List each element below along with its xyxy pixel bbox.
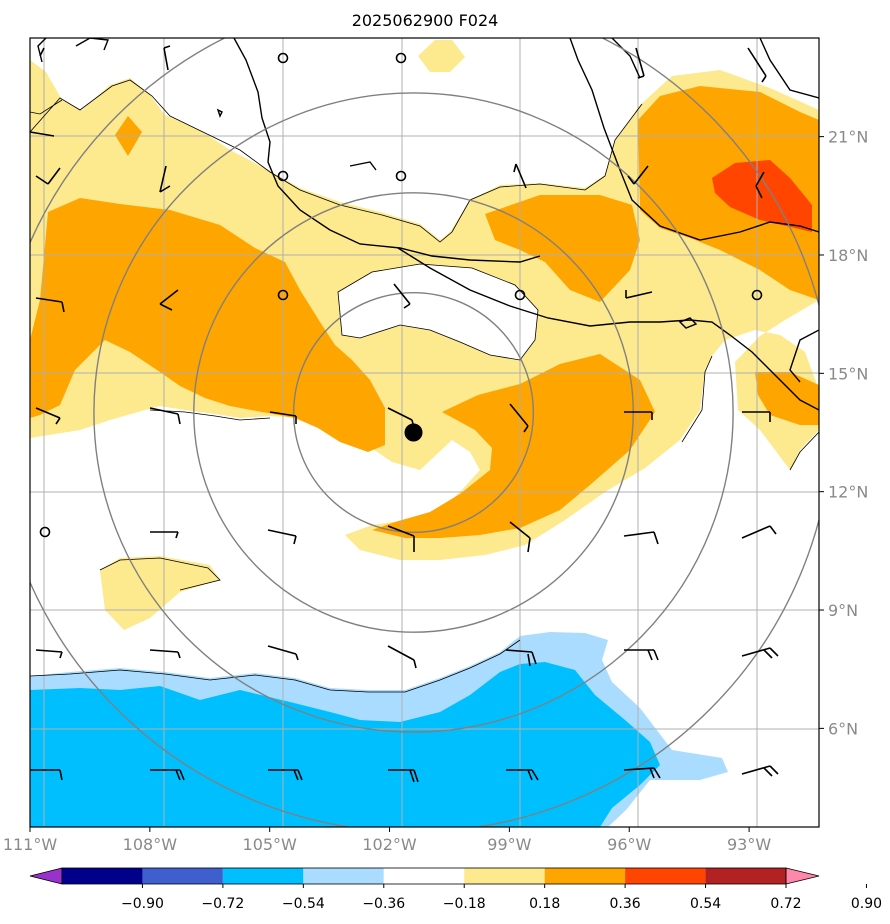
fill-positive-low-nw	[30, 60, 62, 112]
fill-positive-high	[712, 160, 812, 232]
lat-label: 15°N	[828, 364, 868, 383]
latitude-axis: 21°N 18°N 15°N 12°N 9°N 6°N	[819, 128, 868, 738]
fill-positive-low-small	[100, 556, 220, 630]
colorbar-tick-label: −0.72	[201, 896, 244, 912]
colorbar-frame	[61, 867, 787, 885]
colorbar-tick-label: −0.54	[282, 896, 325, 912]
colorbar-segment	[383, 868, 465, 884]
colorbar-tick-label: −0.90	[121, 896, 164, 912]
storm-center-marker	[404, 423, 423, 442]
colorbar-segment	[544, 868, 626, 884]
colorbar-segment	[303, 868, 384, 884]
map-panel	[30, 38, 819, 827]
colorbar-segment	[625, 868, 706, 884]
colorbar-tick-label: 0.54	[690, 896, 721, 912]
colorbar-segment	[705, 868, 786, 884]
lon-label: 96°W	[607, 835, 651, 854]
fill-positive-low-top	[418, 40, 465, 72]
colorbar-segment	[222, 868, 304, 884]
map-frame	[29, 37, 820, 828]
lon-label: 108°W	[123, 835, 178, 854]
longitude-axis: 111°W 108°W 105°W 102°W 99°W 96°W 93°W	[3, 827, 771, 854]
colorbar-tick-label: −0.36	[362, 896, 405, 912]
calm-wind-markers	[39, 52, 763, 538]
lon-label: 105°W	[243, 835, 298, 854]
lat-label: 6°N	[828, 719, 858, 738]
lat-label: 18°N	[828, 246, 868, 265]
colorbar-tick-label: 0.36	[610, 896, 641, 912]
lat-label: 12°N	[828, 483, 868, 502]
colorbar-tick-label: 0.90	[851, 896, 882, 912]
range-ring-3	[93, 92, 734, 733]
colorbar-extend-high	[785, 867, 820, 885]
coastlines	[30, 38, 819, 411]
colorbar-segment	[464, 868, 545, 884]
lon-label: 111°W	[3, 835, 58, 854]
colorbar-tick-label: 0.72	[770, 896, 801, 912]
colorbar: −0.90 −0.72 −0.54 −0.36 −0.18 0.18 0.36 0.54 0.7…	[29, 867, 882, 912]
lon-label: 102°W	[362, 835, 417, 854]
fill-positive-mid-band	[372, 354, 655, 538]
contour-lines	[30, 79, 819, 693]
fill-positive-mid-far-east	[755, 372, 819, 425]
fill-neutral-pocket	[338, 264, 538, 360]
colorbar-tick-label: −0.18	[443, 896, 486, 912]
colorbar-segment	[62, 868, 143, 884]
colorbar-extend-low	[29, 867, 63, 885]
colorbar-tick-label: 0.18	[529, 896, 560, 912]
lat-label: 9°N	[828, 601, 858, 620]
colorbar-segment	[142, 868, 223, 884]
fill-negative-mid	[30, 662, 660, 827]
plot-title: 2025062900 F024	[352, 11, 499, 30]
lat-label: 21°N	[828, 128, 868, 147]
range-ring-1	[292, 291, 535, 534]
lon-label: 99°W	[487, 835, 531, 854]
lon-label: 93°W	[727, 835, 771, 854]
graticule	[30, 38, 819, 827]
